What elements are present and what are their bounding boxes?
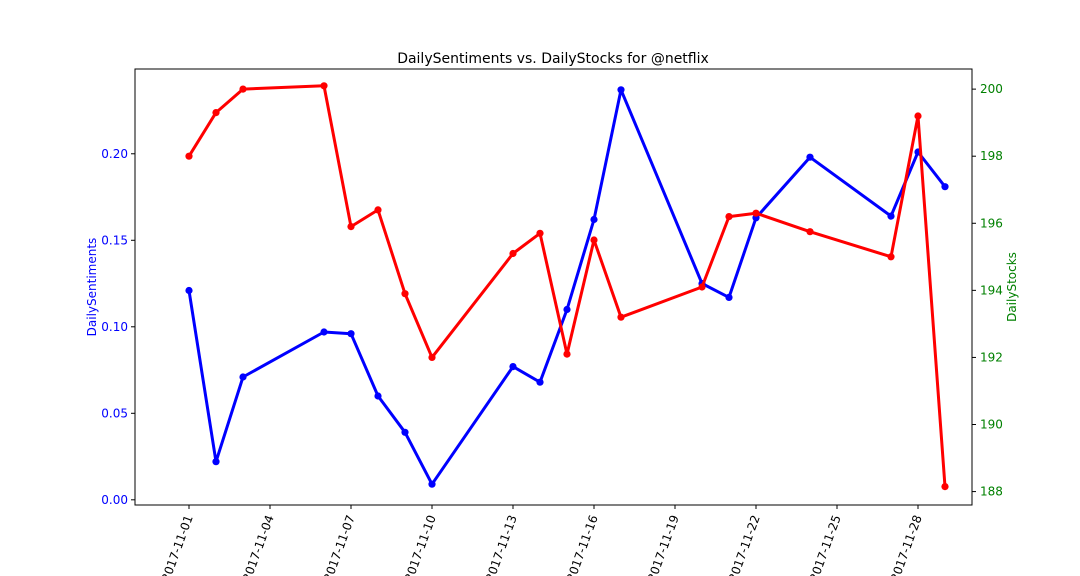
data-point xyxy=(590,236,598,244)
series-line xyxy=(187,88,947,486)
x-tick-label: 2017-11-28 xyxy=(888,513,925,576)
x-tick-label: 2017-11-25 xyxy=(807,513,844,576)
x-tick-label: 2017-11-22 xyxy=(726,513,763,576)
x-tick-label: 2017-11-01 xyxy=(159,513,196,576)
left-y-axis-label: DailySentiments xyxy=(85,238,99,337)
plot-frame xyxy=(134,68,973,506)
right-y-tick-label: 188 xyxy=(980,485,1003,499)
data-point xyxy=(806,153,814,161)
data-point xyxy=(563,305,571,314)
right-y-tick-label: 200 xyxy=(980,82,1003,96)
x-tick-label: 2017-11-19 xyxy=(645,513,682,576)
right-y-tick-label: 196 xyxy=(980,216,1003,230)
data-point xyxy=(941,183,949,191)
data-point xyxy=(536,229,544,237)
x-tick-label: 2017-11-04 xyxy=(240,513,277,576)
data-point xyxy=(320,82,328,90)
data-point xyxy=(320,328,328,336)
data-point xyxy=(509,363,517,371)
data-point xyxy=(374,392,382,400)
data-point xyxy=(347,330,355,338)
data-point xyxy=(239,85,247,93)
plot-area xyxy=(185,82,949,491)
left-y-tick-label: 0.05 xyxy=(101,406,128,420)
data-point xyxy=(941,483,949,491)
series-right-axis xyxy=(185,82,949,491)
left-y-tick-label: 0.15 xyxy=(101,233,128,247)
series-left-axis xyxy=(185,86,949,488)
right-y-axis-label: DailyStocks xyxy=(1005,252,1019,322)
right-y-tick-label: 198 xyxy=(980,149,1003,163)
left-y-tick-label: 0.00 xyxy=(101,493,128,507)
data-point xyxy=(185,286,193,295)
data-point xyxy=(725,213,733,221)
data-point xyxy=(590,215,598,224)
data-point xyxy=(725,293,733,301)
data-point xyxy=(401,428,409,436)
right-y-tick-label: 192 xyxy=(980,350,1003,364)
data-point xyxy=(401,290,409,298)
data-point xyxy=(617,86,625,94)
data-point xyxy=(212,109,220,117)
x-axis: 2017-11-01 2017-11-04 2017-11-07 2017-11-10… xyxy=(159,505,925,576)
data-point xyxy=(239,373,247,381)
left-y-axis: 0.00 0.05 0.10 0.15 0.20 xyxy=(101,147,135,507)
data-point xyxy=(509,249,517,258)
x-tick-label: 2017-11-07 xyxy=(321,513,358,576)
x-tick-label: 2017-11-10 xyxy=(402,513,439,576)
data-point xyxy=(347,223,355,231)
data-point xyxy=(752,209,760,217)
x-tick-label: 2017-11-13 xyxy=(483,513,520,576)
data-point xyxy=(914,112,922,120)
data-point xyxy=(563,350,571,358)
x-tick-label: 2017-11-16 xyxy=(564,513,601,576)
right-y-tick-label: 190 xyxy=(980,418,1003,432)
left-y-tick-label: 0.10 xyxy=(101,320,128,334)
left-y-tick-label: 0.20 xyxy=(101,147,128,161)
data-point xyxy=(887,253,895,261)
right-y-axis: 188 190 192 194 196 198 200 xyxy=(972,82,1003,499)
data-point xyxy=(536,378,544,386)
data-point xyxy=(428,480,436,488)
data-point xyxy=(617,313,625,321)
data-point xyxy=(185,152,193,160)
data-point xyxy=(428,353,436,361)
data-point xyxy=(698,283,706,291)
data-point xyxy=(806,228,814,236)
data-point xyxy=(887,212,895,220)
data-point xyxy=(374,206,382,214)
data-point xyxy=(212,458,220,466)
series-line xyxy=(187,84,947,487)
chart-title: DailySentiments vs. DailyStocks for @net… xyxy=(397,51,709,67)
right-y-tick-label: 194 xyxy=(980,283,1003,297)
